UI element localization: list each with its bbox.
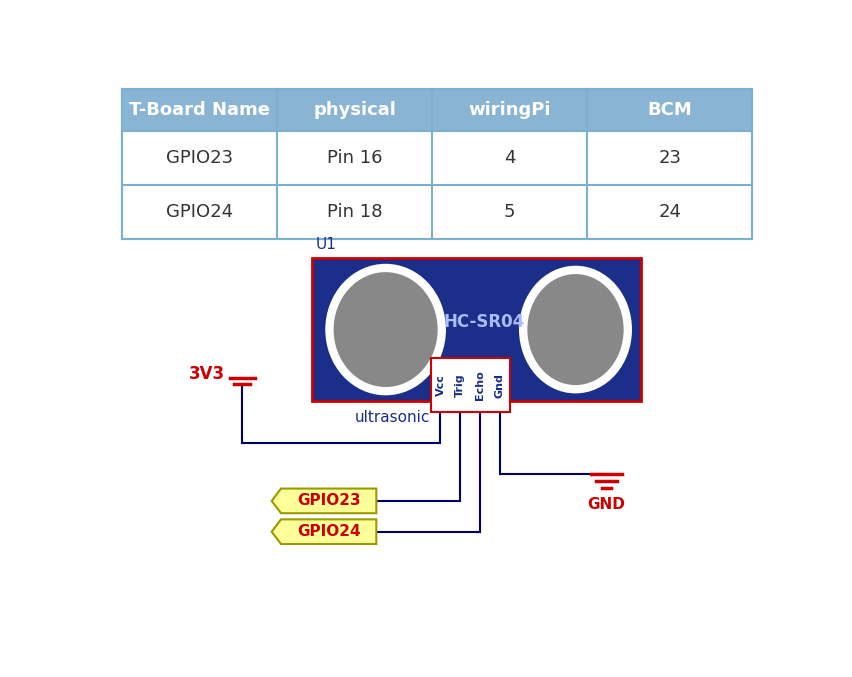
Bar <box>122 89 751 131</box>
Text: Vcc: Vcc <box>435 374 445 396</box>
Text: ultrasonic: ultrasonic <box>354 410 429 425</box>
Text: Gnd: Gnd <box>494 373 504 398</box>
Ellipse shape <box>522 270 627 389</box>
Text: 3V3: 3V3 <box>189 365 225 383</box>
Text: 23: 23 <box>658 149 681 167</box>
Bar <box>312 259 641 401</box>
Bar <box>122 131 751 185</box>
Bar <box>122 89 751 239</box>
Text: GPIO24: GPIO24 <box>296 524 360 539</box>
Text: Echo: Echo <box>475 370 485 400</box>
Text: GPIO23: GPIO23 <box>296 494 360 508</box>
Bar <box>122 185 751 239</box>
Text: 24: 24 <box>658 203 681 221</box>
Text: Pin 18: Pin 18 <box>326 203 382 221</box>
Text: physical: physical <box>313 101 395 119</box>
Text: 4: 4 <box>504 149 515 167</box>
Text: GND: GND <box>587 497 625 512</box>
Text: Pin 16: Pin 16 <box>326 149 382 167</box>
Text: U1: U1 <box>315 237 337 252</box>
Bar <box>430 358 509 412</box>
Text: Trig: Trig <box>455 374 464 397</box>
Text: GPIO24: GPIO24 <box>166 203 233 221</box>
Text: T-Board Name: T-Board Name <box>129 101 270 119</box>
Text: wiringPi: wiringPi <box>468 101 550 119</box>
Text: 5: 5 <box>504 203 515 221</box>
Polygon shape <box>272 489 376 513</box>
Ellipse shape <box>329 268 441 391</box>
Text: BCM: BCM <box>647 101 691 119</box>
Text: GPIO23: GPIO23 <box>166 149 233 167</box>
Text: HC-SR04: HC-SR04 <box>443 313 525 331</box>
Polygon shape <box>272 519 376 544</box>
